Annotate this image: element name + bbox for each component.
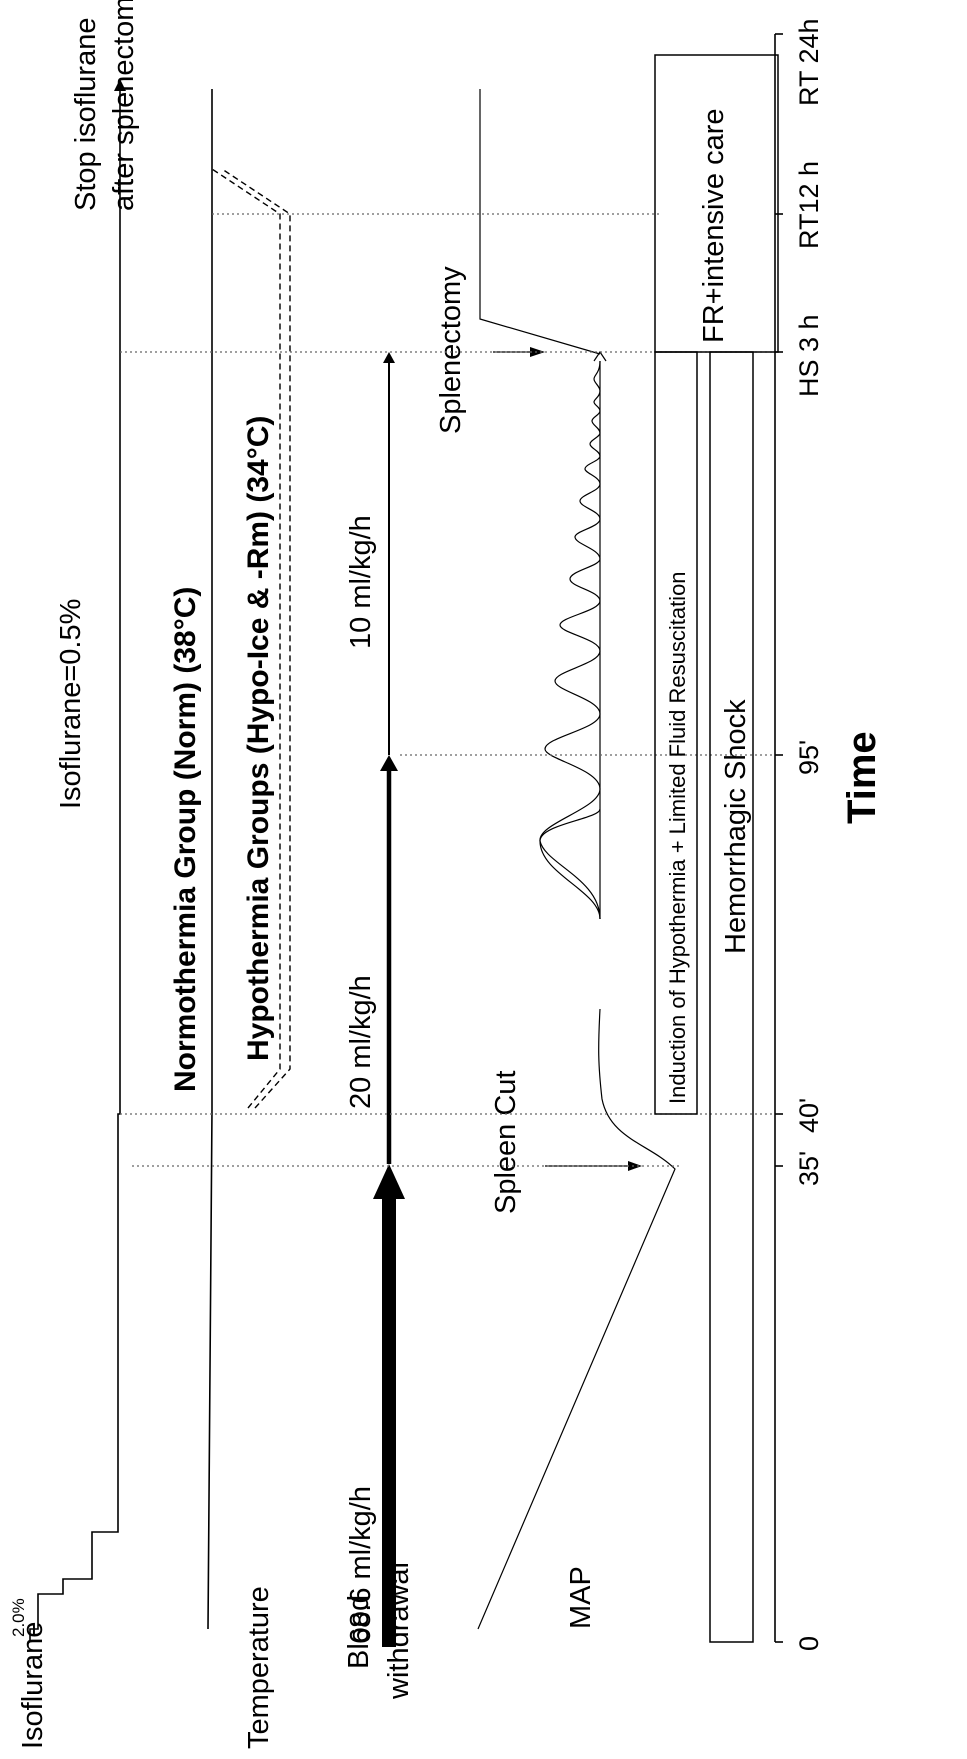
normothermia-group-label: Normothermia Group (Norm) (38°C) bbox=[169, 587, 202, 1092]
hypothermia-groups-label: Hypothermia Groups (Hypo-Ice & -Rm) (34°… bbox=[242, 416, 275, 1061]
fr-care-label: FR+intensive care bbox=[698, 108, 730, 343]
withdrawal-rate3-arrowhead bbox=[383, 352, 395, 363]
time-axis-tick-label: 35' bbox=[794, 1151, 824, 1186]
map-post-splenectomy-line bbox=[479, 89, 601, 355]
isoflurane-start-label: 2.0% bbox=[9, 1598, 28, 1637]
splenectomy-arrowhead bbox=[530, 347, 545, 357]
isoflurane-stop-label-line2: after splenectomy bbox=[108, 0, 140, 211]
withdrawal-rate1-arrowhead bbox=[373, 1164, 405, 1199]
normothermia-temperature-line bbox=[207, 89, 213, 1630]
time-axis-tick-label: RT 24h bbox=[794, 18, 824, 106]
time-axis-tick-label: 40' bbox=[794, 1098, 824, 1133]
withdrawal-rate3-label: 10 ml/kg/h bbox=[345, 515, 377, 649]
isoflurane-dose-line bbox=[29, 91, 121, 1642]
map-row-label: MAP bbox=[565, 1566, 597, 1629]
induction-phase-label: Induction of Hypothermia + Limited Fluid… bbox=[665, 571, 690, 1104]
hemorrhagic-shock-label: Hemorrhagic Shock bbox=[720, 699, 752, 954]
time-axis-tick-label: RT12 h bbox=[794, 161, 824, 249]
time-axis-title: Time bbox=[840, 731, 884, 824]
temperature-row-label: Temperature bbox=[243, 1586, 275, 1749]
time-axis-tick-label: HS 3 h bbox=[794, 314, 824, 397]
fr-care-box bbox=[654, 54, 779, 353]
spleen-cut-arrowhead bbox=[628, 1161, 642, 1171]
splenectomy-label: Splenectomy bbox=[435, 266, 467, 434]
spleen-cut-label: Spleen Cut bbox=[490, 1071, 522, 1215]
time-axis-tick-label: 0 bbox=[794, 1636, 824, 1651]
isoflurane-row-label: Isoflurane bbox=[17, 1622, 49, 1749]
isoflurane-stop-label-line1: Stop isoflurane bbox=[70, 18, 102, 211]
withdrawal-rate1-bar bbox=[382, 1197, 396, 1647]
hypothermia-temperature-dashed-line-1 bbox=[211, 168, 281, 1109]
withdrawal-rate2-arrowhead bbox=[380, 755, 398, 771]
withdrawal-rate1-label: 68.6 ml/kg/h bbox=[345, 1486, 377, 1644]
withdrawal-rate2-label: 20 ml/kg/h bbox=[345, 975, 377, 1109]
time-axis-tick-label: 95' bbox=[794, 740, 824, 775]
map-trace-line bbox=[477, 360, 676, 1630]
hemorrhagic-shock-box bbox=[709, 351, 754, 1643]
blood-withdrawal-row-label-line1: Blood bbox=[343, 1595, 375, 1669]
isoflurane-maintain-label: Isoflurane=0.5% bbox=[55, 599, 87, 809]
map-trace-hypothermia-start bbox=[539, 808, 601, 920]
isoflurane-stop-arrowhead bbox=[114, 79, 126, 91]
